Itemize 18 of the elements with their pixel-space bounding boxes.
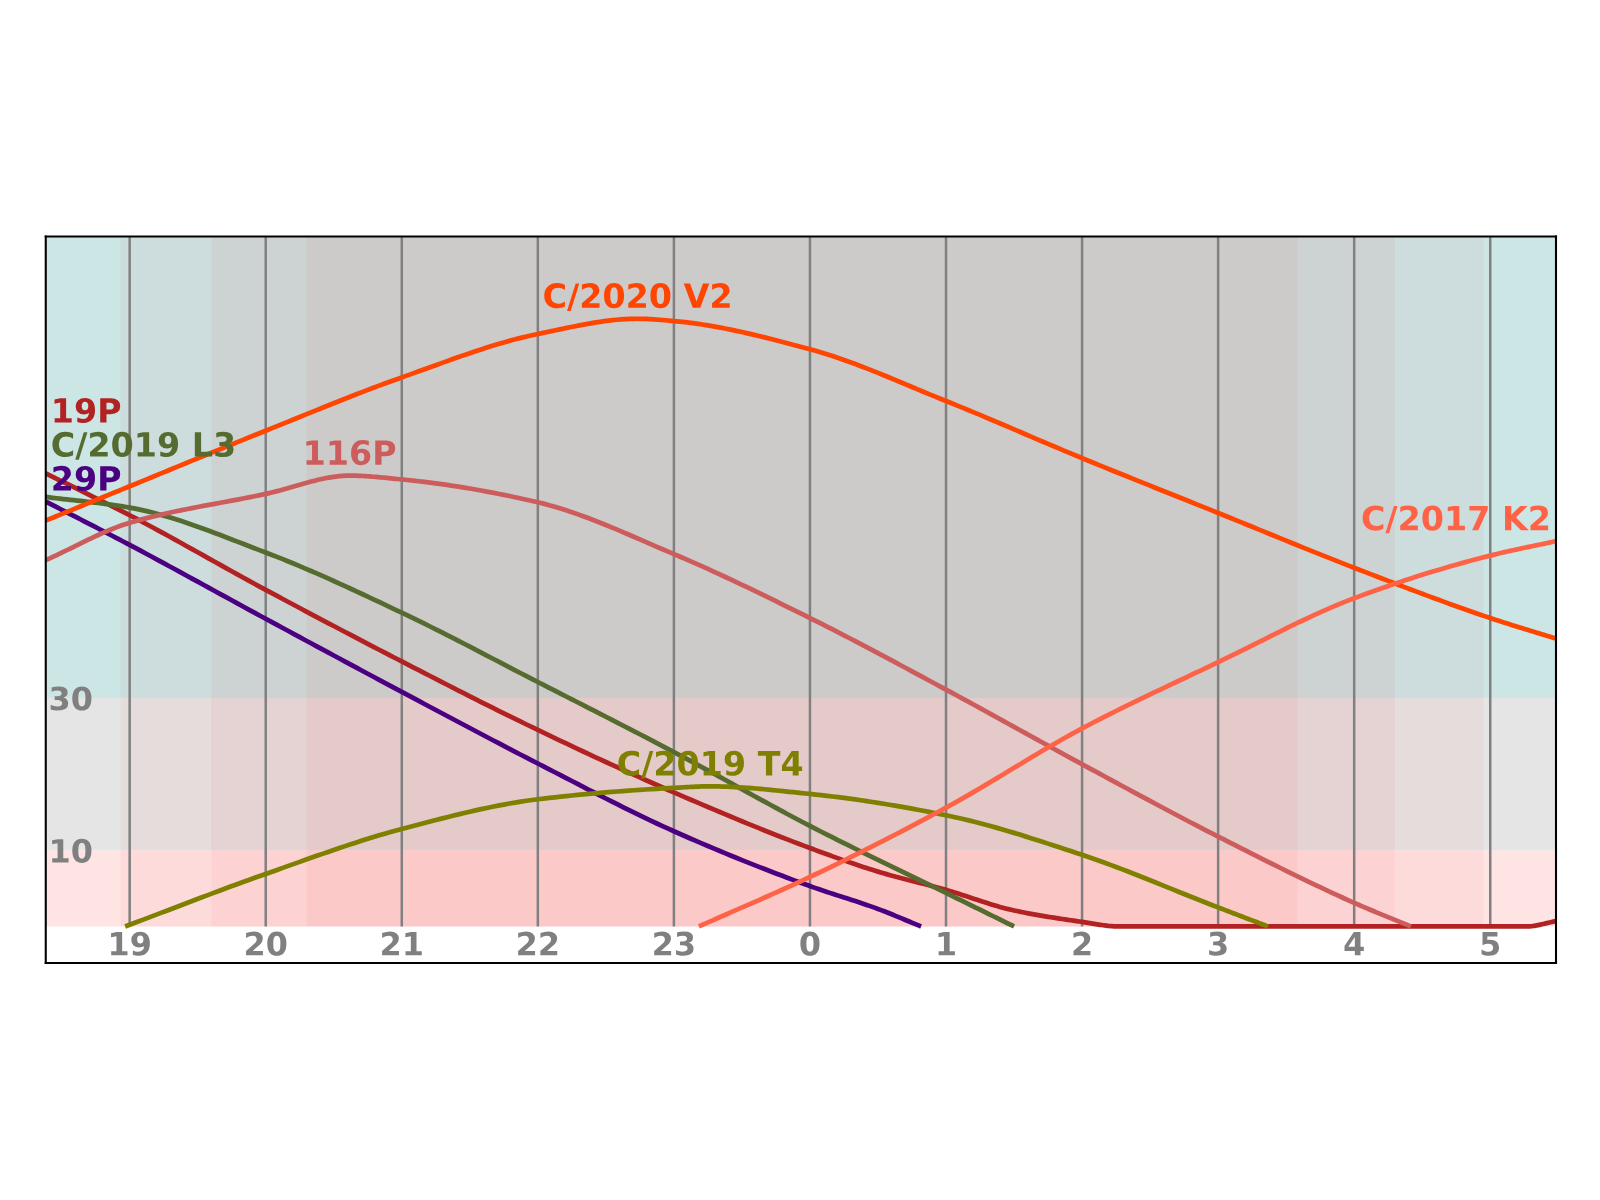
x-tick-label: 21 <box>382 931 422 956</box>
x-tick-label: 20 <box>246 931 287 956</box>
x-tick-label: 4 <box>1344 932 1364 956</box>
series-label: C/2020 V2 <box>544 283 730 311</box>
x-tick-label: 19 <box>111 931 150 956</box>
x-tick-label: 1 <box>938 932 955 956</box>
series-label: 19P <box>54 397 121 424</box>
x-tick-label: 22 <box>518 931 558 956</box>
x-tick-label: 2 <box>1073 931 1091 956</box>
x-tick-label: 5 <box>1481 932 1500 956</box>
series-label: 29P <box>53 465 121 492</box>
series-label: C/2017 K2 <box>1362 505 1549 534</box>
y-tick-label: 10 <box>52 838 92 863</box>
x-tick-label: 23 <box>654 931 694 956</box>
series-label: 116P <box>306 439 396 466</box>
y-tick-label: 30 <box>50 686 92 711</box>
x-tick-label: 3 <box>1209 931 1227 956</box>
x-tick-label: 0 <box>800 931 820 956</box>
